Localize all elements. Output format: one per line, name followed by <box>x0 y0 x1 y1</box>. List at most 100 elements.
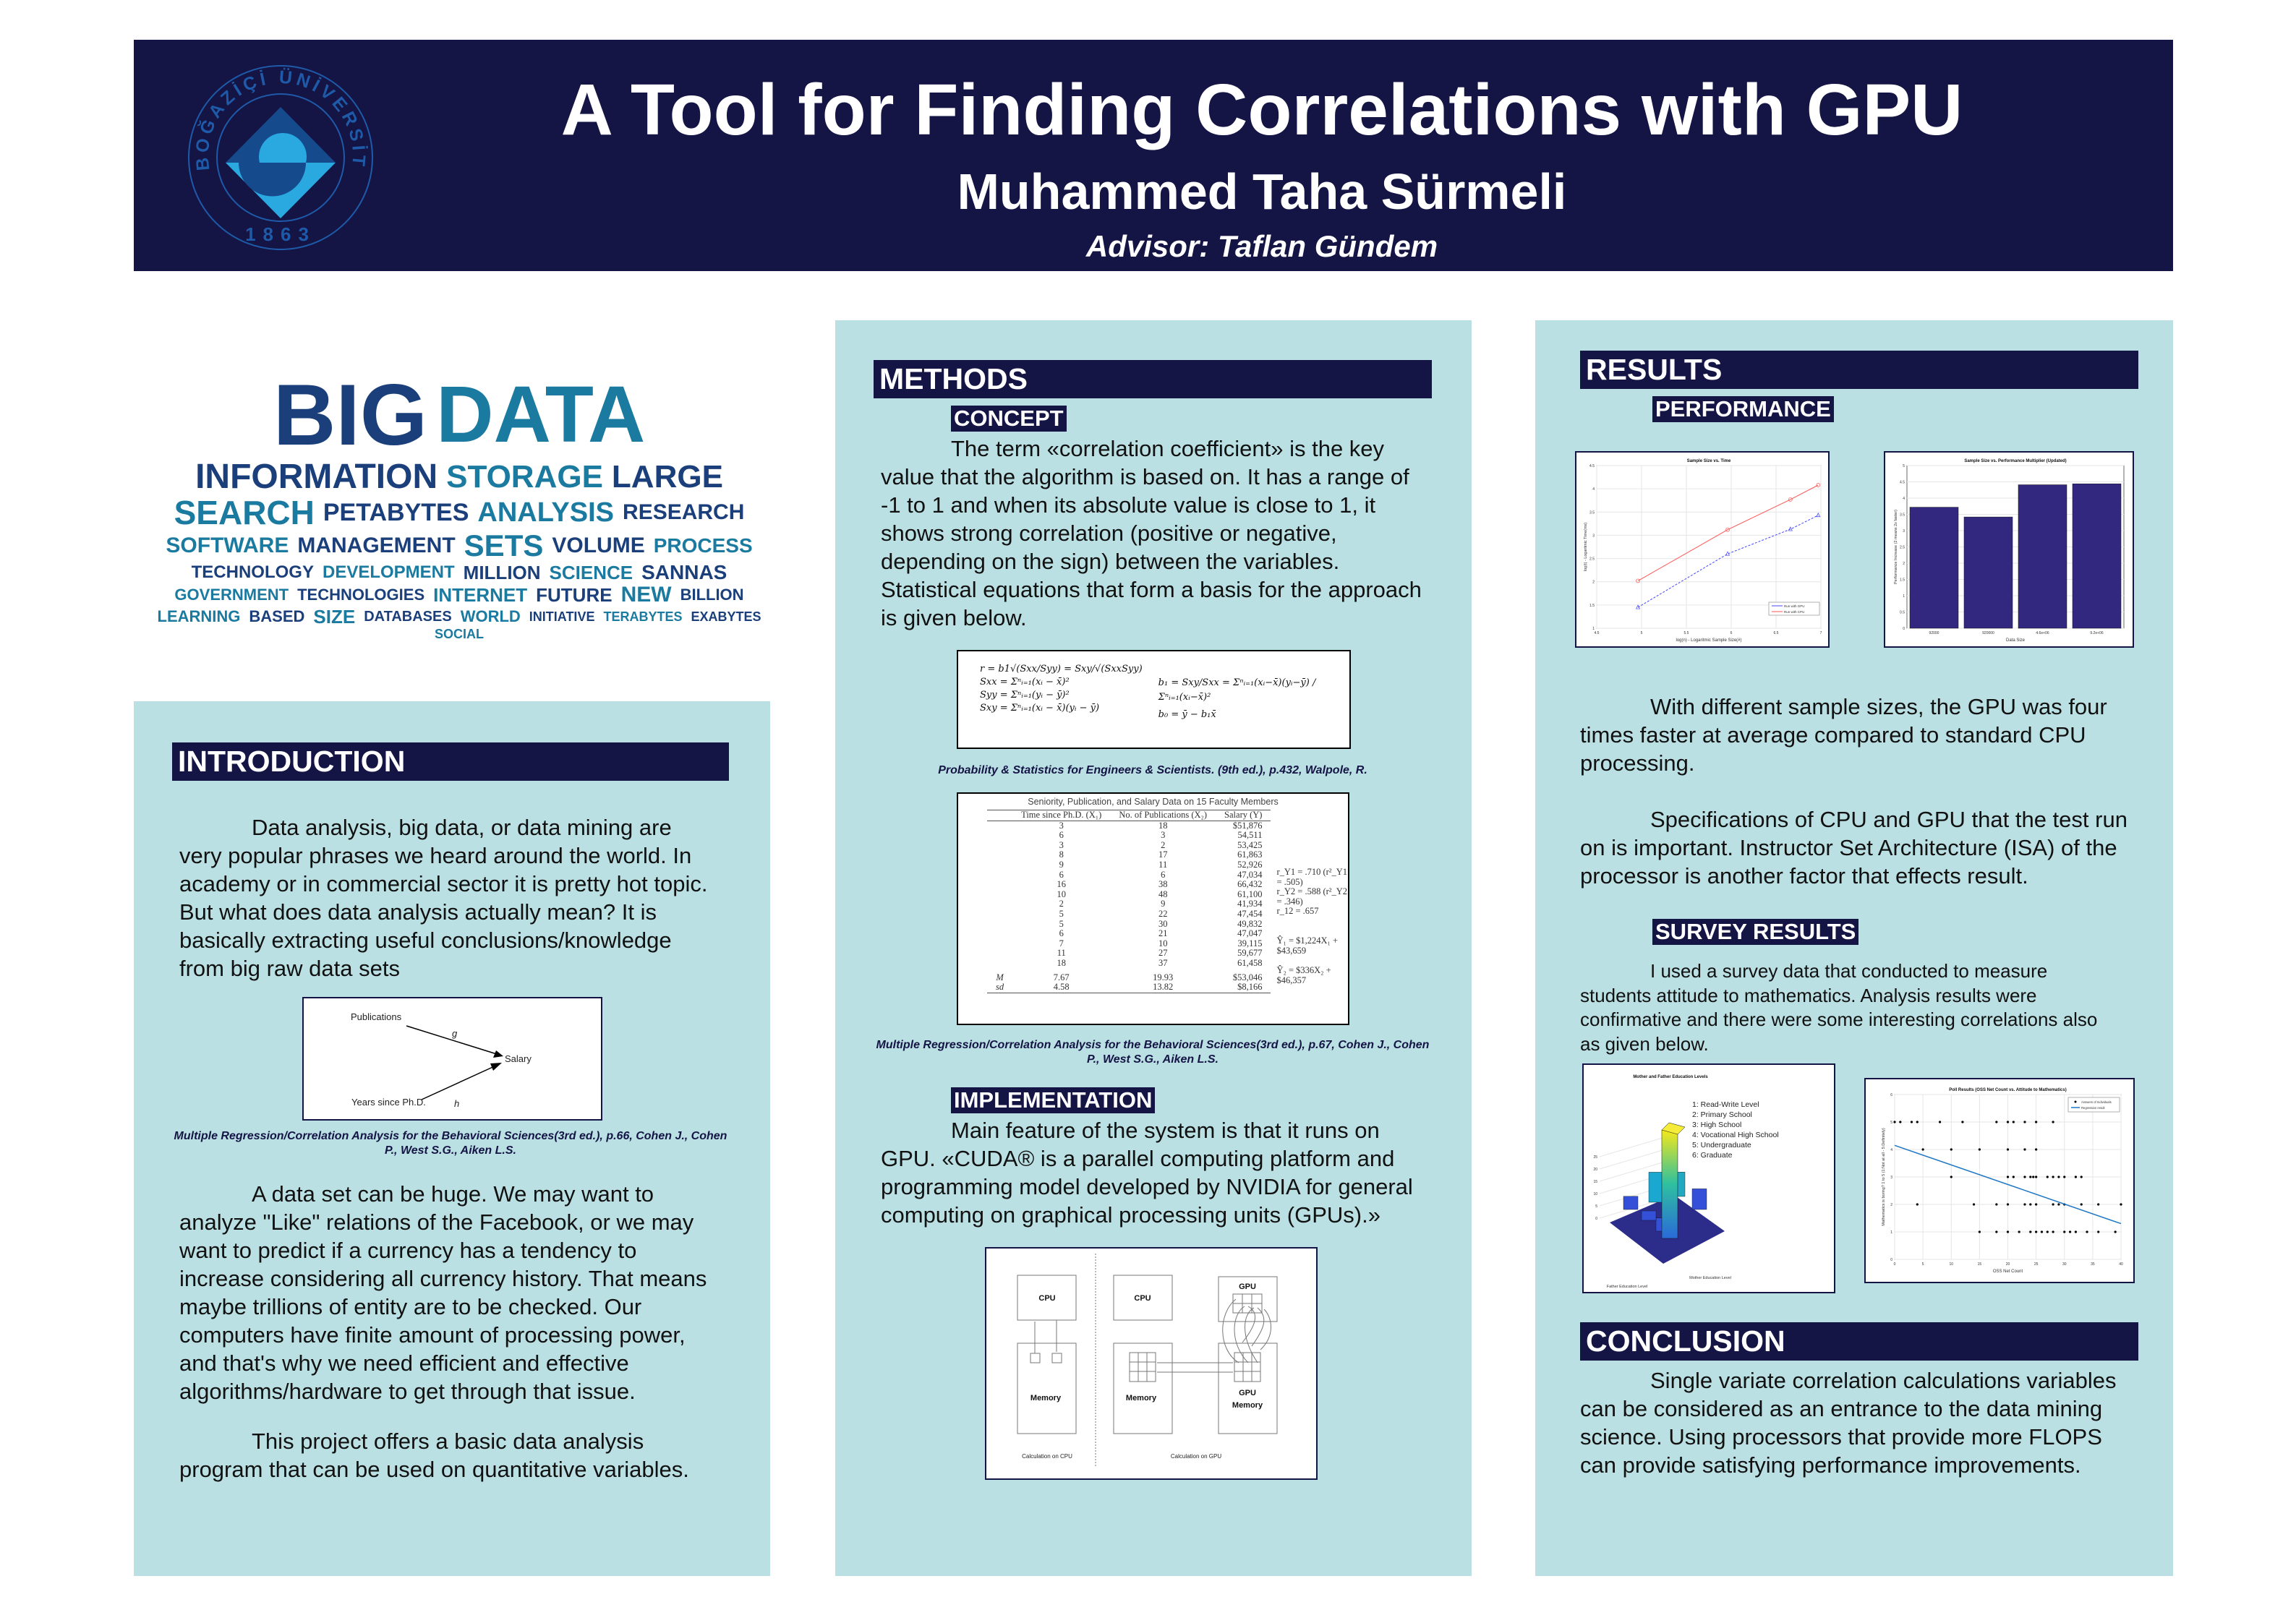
chart-title: Poll Results (OSS Net Count vs. Attitude… <box>1949 1088 2066 1092</box>
table-cell: $8,166 <box>1237 982 1263 993</box>
data-point <box>2035 1148 2038 1151</box>
svg-text:1863: 1863 <box>245 223 316 245</box>
y-tick-label: 2 <box>1890 1203 1892 1207</box>
performance-multiplier-chart: 0 0.5 1 1.5 2 2.5 3 3.5 4 4.5 5 Sample Size vs. Per… <box>1884 451 2134 648</box>
data-point <box>1788 497 1793 502</box>
series-line-0 <box>1637 515 1819 608</box>
x-tick-label: 25 <box>2034 1262 2039 1267</box>
table-cell: 10 <box>1158 938 1168 948</box>
data-point <box>1950 1148 1953 1151</box>
performance-label: PERFORMANCE <box>1652 396 1834 422</box>
y-tick-label: 4.5 <box>1589 464 1595 468</box>
word-cloud-word: BASED <box>249 607 305 625</box>
data-point <box>2052 1121 2054 1123</box>
results-paragraph-1: With different sample sizes, the GPU was… <box>1580 694 2107 776</box>
x-axis-label: log(n) - Logaritmic Sample Size(#) <box>1676 638 1741 643</box>
legend-entry: 5: Undergraduate <box>1692 1141 1751 1149</box>
x-tick-label: 35 <box>2091 1262 2095 1267</box>
data-point <box>2006 1176 2010 1178</box>
survey-paragraph: I used a survey data that conducted to m… <box>1580 960 2098 1055</box>
y-tick-label: 3.5 <box>1900 513 1905 518</box>
diagram-label-g: g <box>452 1028 458 1039</box>
y-tick-label: 1 <box>1903 594 1905 599</box>
word-cloud-word: SEARCH <box>174 494 315 531</box>
formula-sxy: Sxy = Σⁿᵢ₌₁(xᵢ − x̄)(yᵢ − ȳ) <box>980 703 1100 714</box>
data-point <box>2120 1203 2122 1206</box>
data-point <box>1725 551 1730 556</box>
y-tick-label: 4 <box>1592 487 1595 492</box>
table-header: Time since Ph.D. (X₁) <box>1021 810 1102 820</box>
table-row: 3 2 53,425 <box>987 839 1271 851</box>
data-point <box>2080 1203 2083 1206</box>
y-tick-label: 6 <box>1890 1093 1892 1097</box>
correlation-formulas: r = b1√(Sxx/Syy) = Sxy/√(SxxSyy) Sxx = Σ… <box>957 650 1351 749</box>
data-point <box>2052 1176 2054 1178</box>
intro-paragraph-1: Data analysis, big data, or data mining … <box>179 815 708 981</box>
table-cell: 3 <box>1059 839 1064 850</box>
conclusion-heading: CONCLUSION <box>1580 1322 2138 1361</box>
data-point <box>2035 1230 2038 1233</box>
table-title: Seniority, Publication, and Salary Data … <box>1028 797 1279 807</box>
x-axis-label: Data Size <box>2006 638 2026 643</box>
bar-top <box>1661 1122 1686 1135</box>
author-name: Muhammed Taha Sürmeli <box>957 163 1567 220</box>
y-axis-label: Mathematics is boring? 1 to 5 (1:Not at … <box>1882 1128 1886 1226</box>
gpu-box-label: GPU <box>1239 1282 1256 1291</box>
table-note: r_Y1 = .710 (r²_Y1 = .505) <box>1276 867 1348 887</box>
table-cell: 47,454 <box>1237 908 1263 919</box>
poster-title: A Tool for Finding Correlations with GPU <box>560 69 1963 150</box>
table-cell: 37 <box>1158 957 1168 968</box>
y-tick-label: 4.5 <box>1900 481 1905 485</box>
legend-entry: 2: Primary School <box>1692 1110 1752 1119</box>
y-axis-label: Performance Increase (2 means 2x faster) <box>1894 510 1898 584</box>
data-point <box>1961 1121 1964 1123</box>
tallest-bar-3d <box>1661 1129 1678 1239</box>
legend-entry: Regression result <box>2081 1106 2105 1110</box>
intro-diagram-caption: Multiple Regression/Correlation Analysis… <box>174 1130 727 1157</box>
table-cell: 52,926 <box>1237 859 1263 870</box>
x-axis-label: Mother Education Level <box>1689 1276 1731 1280</box>
data-point <box>2018 1230 2020 1233</box>
word-cloud-word: GOVERNMENT <box>174 586 289 604</box>
table-cell: 2 <box>1161 839 1166 850</box>
bar-3d <box>1648 1172 1664 1203</box>
legend-entry: 4: Vocational High School <box>1692 1131 1779 1139</box>
x-tick-label: 20 <box>2006 1262 2010 1267</box>
table-cell: 5 <box>1059 918 1064 929</box>
table-cell: 47,034 <box>1237 869 1263 880</box>
word-cloud-word: NEW <box>620 583 672 607</box>
advisor-name: Advisor: Taflan Gündem <box>1085 229 1438 263</box>
data-point <box>2040 1230 2044 1233</box>
x-tick-label: 7 <box>1820 631 1822 635</box>
gridline <box>1599 1134 1673 1157</box>
data-point <box>2032 1176 2035 1178</box>
table-cell: 6 <box>1161 869 1166 880</box>
y-tick-label: 2.5 <box>1900 546 1905 550</box>
table-cell: 4.58 <box>1053 982 1070 993</box>
bar <box>1963 516 2013 629</box>
data-point <box>2029 1176 2032 1178</box>
data-point <box>1995 1203 1998 1206</box>
table-cell: 3 <box>1059 820 1064 831</box>
word-cloud-word: TERABYTES <box>603 609 683 624</box>
table-row: 2 9 41,934 <box>987 899 1271 909</box>
concept-label: CONCEPT <box>951 406 1067 432</box>
legend-entry: 6: Graduate <box>1692 1151 1733 1160</box>
table-row: 9 11 52,926 <box>987 860 1271 870</box>
x-tick-label: 0 <box>1894 1262 1896 1267</box>
y-tick-label: 3 <box>1903 529 1905 534</box>
word-cloud-word: SETS <box>464 528 544 562</box>
series-line-1 <box>1637 484 1819 581</box>
data-point <box>2063 1176 2066 1178</box>
performance-charts-row: 1 1.5 2 2.5 3 3.5 4 4.5 4.5 5 5.5 6 6.5 7 Sample Size … <box>1575 451 2134 648</box>
table-header: No. of Publications (X₂) <box>1119 810 1208 820</box>
diagram-label-years: Years since Ph.D. <box>351 1097 426 1108</box>
table-notes: r_Y1 = .710 (r²_Y1 = .505) r_Y2 = .588 (r… <box>1276 867 1348 985</box>
memory-box-label-2: Memory <box>1126 1394 1157 1403</box>
word-cloud-word: STORAGE <box>446 459 603 494</box>
caption-gpu: Calculation on GPU <box>1171 1453 1221 1460</box>
data-point <box>1899 1121 1902 1123</box>
arrow-publications-salary <box>406 1025 500 1055</box>
word-cloud-word: RESEARCH <box>623 500 745 524</box>
word-cloud-word: PROCESS <box>653 534 753 557</box>
